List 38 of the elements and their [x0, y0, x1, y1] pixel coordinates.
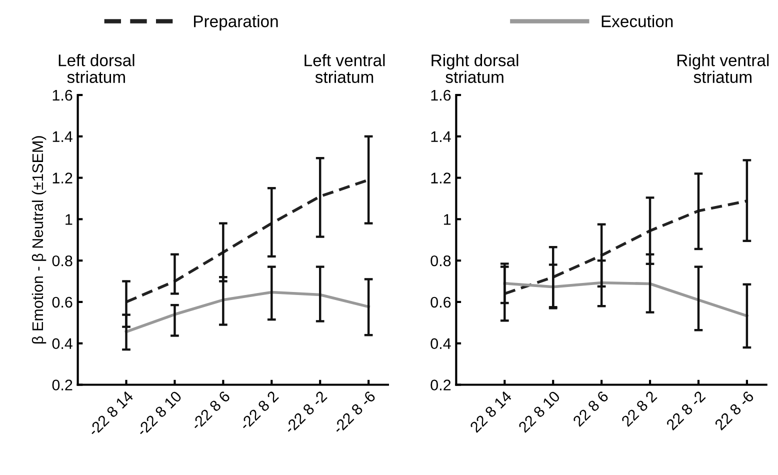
y-tick-label: 1.2	[431, 172, 451, 184]
x-tick-label: -22 8 -2	[284, 390, 328, 434]
line-series	[503, 281, 748, 318]
line-series	[124, 290, 370, 334]
x-tick-label: 22 8 10	[518, 390, 561, 434]
x-tick-label: 22 8 2	[620, 390, 658, 428]
y-tick-label: 0.6	[430, 296, 451, 308]
text: Right ventral striatum	[678, 54, 769, 84]
x-tick-label: 22 8 -6	[714, 390, 754, 431]
y-tick-label: 1	[444, 214, 451, 225]
y-axis-title: β Emotion - β Neutral (±1SEM)	[32, 136, 46, 344]
x-tick-label: -22 8 -6	[332, 390, 376, 434]
y-tick-label: 0.2	[430, 380, 451, 390]
legend-label: Execution	[602, 15, 673, 28]
text: Left dorsal striatum	[58, 54, 134, 84]
x-tick-label: -22 8 6	[190, 390, 231, 431]
y-tick-label: 1.4	[431, 131, 451, 142]
x-tick-label: -22 8 14	[87, 390, 134, 437]
legend-label: Preparation	[194, 15, 278, 31]
y-tick-label: 0.4	[430, 338, 451, 350]
text: Right dorsal striatum	[432, 54, 518, 84]
y-tick-label: 0.6	[52, 296, 72, 308]
text: Left ventral striatum	[304, 54, 385, 84]
y-tick-label: 0.8	[52, 255, 72, 266]
y-tick-label: 1.6	[431, 90, 451, 101]
y-tick-label: 0.8	[430, 255, 451, 266]
x-tick-label: 22 8 14	[469, 390, 512, 434]
y-tick-label: 0.4	[52, 338, 72, 350]
y-tick-label: 1.6	[52, 90, 72, 101]
x-tick-label: -22 8 2	[238, 390, 280, 431]
x-tick-label: 22 8 -2	[666, 390, 706, 431]
y-tick-label: 1	[66, 214, 72, 225]
y-tick-label: 1.2	[52, 172, 72, 184]
line-series	[503, 200, 748, 296]
x-tick-label: -22 8 10	[136, 390, 182, 437]
y-tick-label: 0.2	[52, 380, 72, 390]
y-tick-label: 1.4	[52, 131, 72, 142]
x-tick-label: 22 8 6	[572, 390, 610, 428]
